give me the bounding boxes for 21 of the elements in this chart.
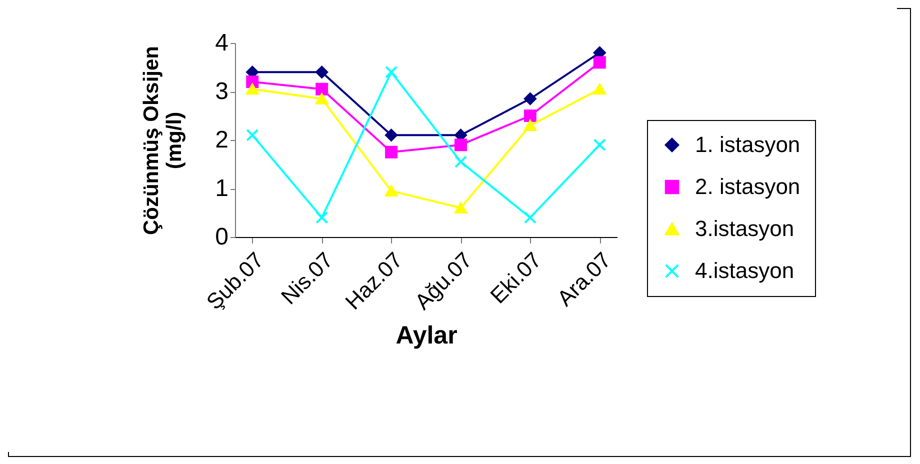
point	[593, 84, 606, 95]
y-tick-label: 3	[215, 78, 228, 105]
y-tick-label: 1	[215, 175, 228, 202]
legend-label: 2. istasyon	[695, 174, 800, 199]
point	[593, 138, 606, 152]
y-tick-label: 4	[215, 30, 228, 56]
point	[524, 211, 536, 224]
point	[246, 128, 259, 142]
point	[593, 56, 606, 69]
legend-label: 4.istasyon	[695, 258, 794, 283]
y-tick-label: 0	[215, 224, 228, 250]
point	[316, 211, 328, 224]
legend-label: 1. istasyon	[695, 132, 800, 157]
point	[454, 202, 467, 214]
point	[385, 66, 398, 78]
x-axis-title: Aylar	[396, 322, 458, 350]
y-tick-label: 2	[215, 126, 228, 154]
point	[246, 84, 259, 95]
point	[454, 156, 467, 168]
legend-label: 3.istasyon	[695, 216, 794, 241]
y-axis-title: Çözünmüş Oksijen (mg/l)	[140, 46, 186, 236]
